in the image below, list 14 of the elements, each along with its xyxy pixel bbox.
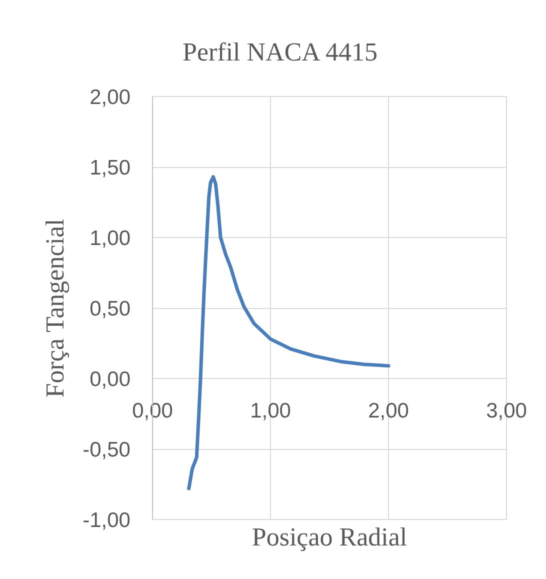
x-axis-title: Posiçao Radial xyxy=(252,522,408,552)
y-axis-title: Força Tangencial xyxy=(40,218,70,398)
x-tick-label: 1,00 xyxy=(250,400,291,422)
x-tick-label: 0,00 xyxy=(132,400,173,422)
y-tick-label: 2,00 xyxy=(90,86,131,109)
y-tick-label: 1,50 xyxy=(90,156,131,180)
y-tick-label: 0,50 xyxy=(90,298,131,320)
chart-title: Perfil NACA 4415 xyxy=(182,38,378,66)
y-tick-label: 1,00 xyxy=(90,227,131,250)
y-tick-label: -0,50 xyxy=(82,438,131,462)
y-tick-label: -1,00 xyxy=(82,509,131,532)
y-tick-label: 0,00 xyxy=(90,368,131,391)
x-tick-label: 2,00 xyxy=(368,400,409,422)
x-tick-label: 3,00 xyxy=(486,400,527,422)
